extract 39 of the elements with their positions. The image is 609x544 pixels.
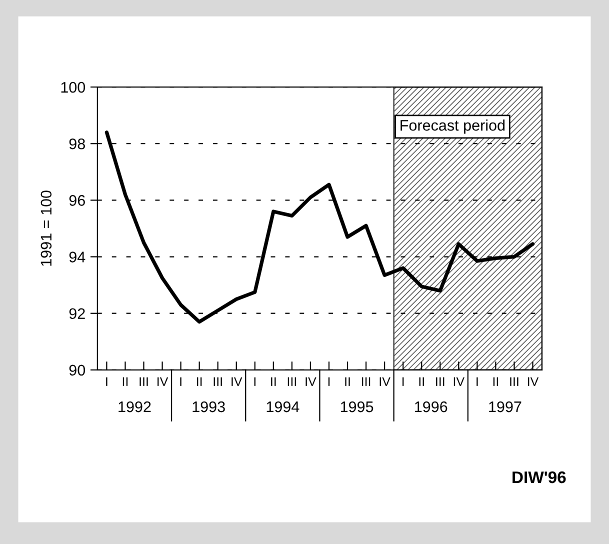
x-tick-label: III (510, 377, 518, 386)
x-tick-label: IV (232, 377, 242, 386)
annotation: Forecast period (400, 120, 505, 134)
text: 1993 (192, 401, 225, 412)
text: 1997 (489, 401, 522, 412)
x-tick-label: I (328, 377, 330, 386)
y-axis-title: 1991 = 100 (40, 190, 52, 266)
x-tick-label: I (402, 377, 404, 386)
x-tick-label: II (122, 377, 128, 386)
x-tick-label: II (345, 377, 350, 386)
x-tick-label: II (493, 377, 498, 386)
text: 1994 (266, 401, 300, 412)
x-tick-label: III (140, 377, 148, 386)
x-tick-label: IV (380, 377, 390, 386)
x-tick-label: III (288, 377, 296, 386)
x-tick-label: II (419, 377, 424, 386)
text: 1992 (118, 401, 151, 412)
x-tick-label: III (214, 377, 222, 386)
text: 1995 (340, 401, 374, 412)
x-tick-label: I (254, 377, 256, 386)
x-tick-label: II (197, 377, 202, 386)
x-tick-label: I (106, 377, 108, 386)
x-tick-label: I (180, 377, 182, 386)
x-tick-label: III (362, 377, 370, 386)
y-tick-label: 96 (69, 195, 85, 206)
x-tick-label: IV (454, 377, 465, 386)
x-tick-label: I (476, 377, 478, 386)
text: 1996 (415, 401, 448, 412)
y-tick-label: 100 (61, 82, 86, 93)
y-tick-label: 90 (69, 364, 86, 376)
x-tick-label: II (271, 377, 276, 386)
x-tick-label: IV (306, 377, 316, 386)
text: DIW'96 (512, 471, 566, 484)
y-tick-label: 98 (69, 138, 85, 150)
y-tick-label: 94 (69, 252, 86, 262)
x-tick-label: IV (158, 377, 168, 386)
x-tick-label: IV (528, 377, 539, 386)
x-tick-label: III (436, 377, 444, 386)
y-tick-label: 92 (69, 308, 85, 320)
